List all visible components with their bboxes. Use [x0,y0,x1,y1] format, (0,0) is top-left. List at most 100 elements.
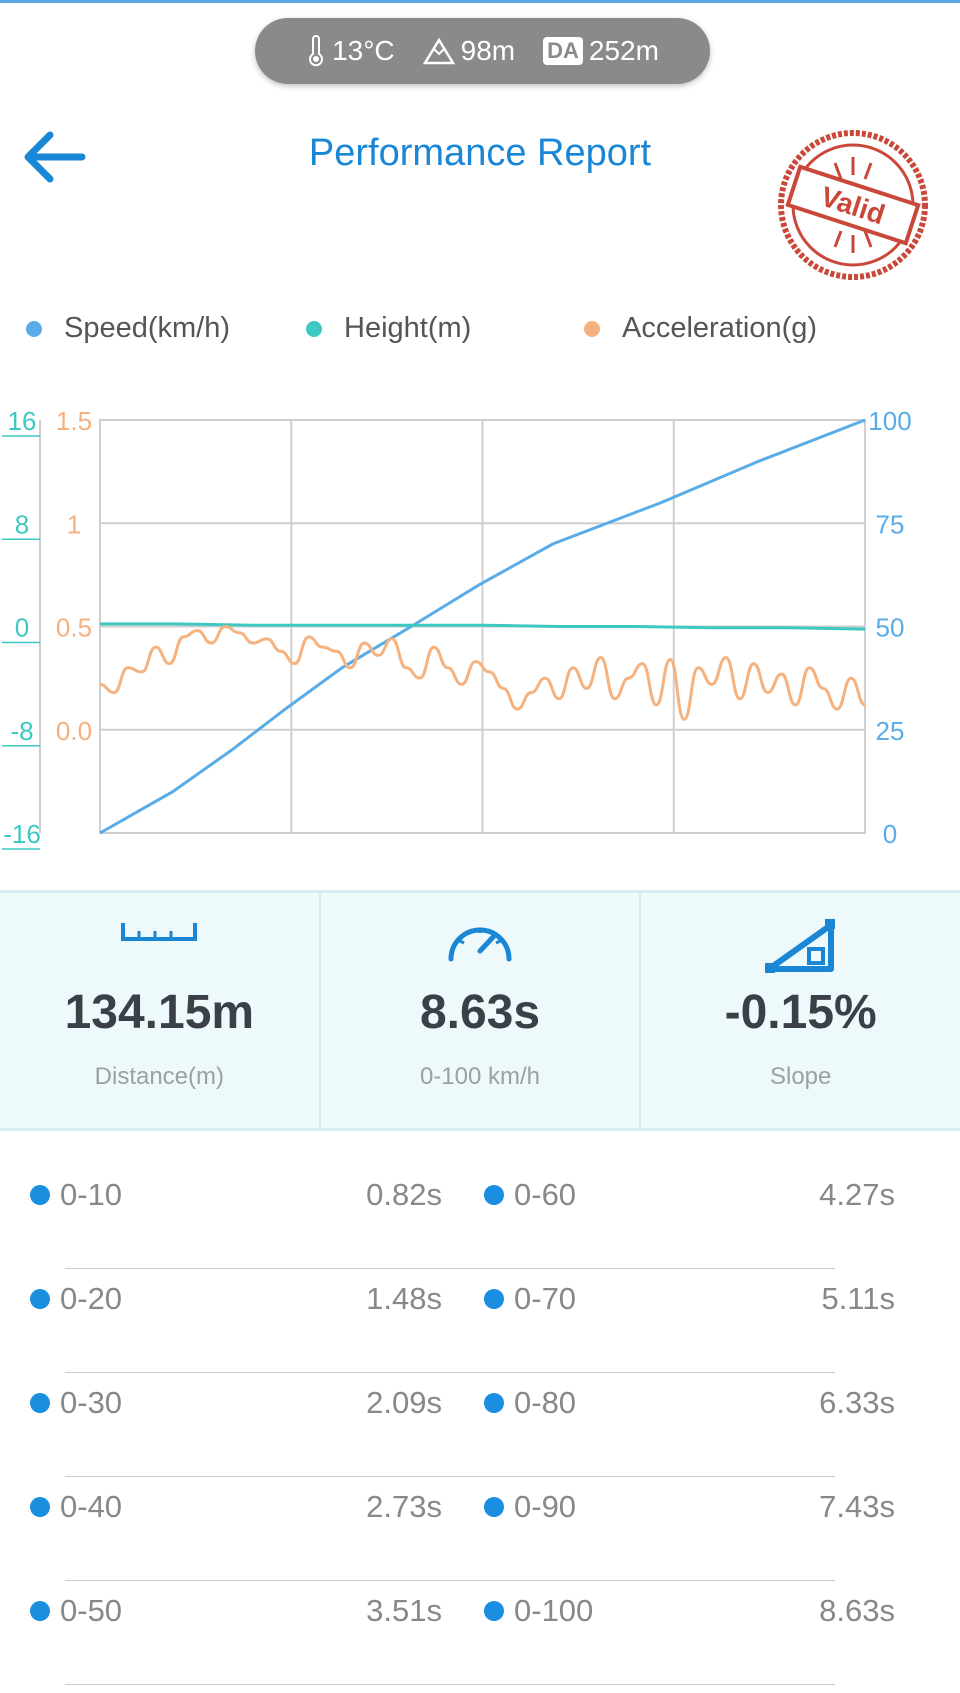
split-left: 0-50 [30,1576,122,1646]
split-row: 0-30 2.09s 0-80 6.33s [0,1368,960,1477]
stat-distance: 134.15m Distance(m) [0,893,319,1128]
split-time: 8.63s [819,1593,895,1628]
split-label: 0-70 [514,1281,577,1316]
temperature-value: 13°C [332,35,395,66]
split-right: 0-80 [484,1368,576,1438]
split-label: 0-60 [514,1177,577,1212]
bullet-dot [30,1289,50,1309]
split-time: 4.27s [819,1177,895,1212]
height-series-line [100,622,866,631]
split-time: 6.33s [819,1385,895,1420]
bullet-dot [30,1497,50,1517]
split-time: 1.48s [366,1281,442,1316]
split-label: 0-50 [60,1593,123,1628]
row-divider [65,1580,835,1581]
altitude-value: 98m [460,35,516,66]
mountain-icon [422,37,455,65]
bullet-dot [30,1393,50,1413]
density-altitude-item: DA 252m [543,35,659,67]
split-left: 0-20 [30,1264,122,1334]
tick-label-speed: 75 [876,509,905,539]
speedometer-icon [448,927,512,962]
density-altitude-value: 252m [588,35,659,66]
thermometer-icon [309,35,324,67]
split-right: 0-100 [484,1576,593,1646]
split-right: 0-70 [484,1264,576,1334]
split-label: 0-20 [60,1281,123,1316]
tick-label-height: -16 [3,819,41,849]
legend-label: Speed(km/h) [64,312,231,344]
split-right: 0-60 [484,1160,576,1230]
tick-label-speed: 25 [876,716,905,746]
split-label: 0-90 [514,1489,577,1524]
legend-item-speed[interactable]: Speed(km/h) [26,312,230,345]
split-label: 0-10 [60,1177,123,1212]
acceleration-series-line [99,624,866,721]
split-label: 0-80 [514,1385,577,1420]
altitude-item: 98m [422,35,516,67]
row-divider [65,1476,835,1477]
zero-to-hundred-label: 0-100 km/h [419,1063,541,1090]
tick-label-acceleration: 1.5 [56,406,92,436]
split-right: 0-90 [484,1472,576,1542]
bullet-dot [484,1497,504,1517]
legend-dot [584,320,600,337]
bullet-dot [484,1289,504,1309]
bullet-dot [30,1601,50,1621]
split-row: 0-10 0.82s 0-60 4.27s [0,1160,960,1269]
split-left: 0-40 [30,1472,122,1542]
row-divider [65,1268,835,1269]
legend-item-acceleration[interactable]: Acceleration(g) [584,312,817,345]
tick-label-acceleration: 0.0 [56,716,92,746]
split-label: 0-30 [60,1385,123,1420]
legend-label: Height(m) [344,312,472,344]
row-divider [65,1684,835,1685]
distance-value: 134.15m [64,986,255,1039]
split-time: 7.43s [819,1489,895,1524]
row-divider [65,1372,835,1373]
split-row: 0-20 1.48s 0-70 5.11s [0,1264,960,1373]
split-left: 0-10 [30,1160,122,1230]
ruler-icon [121,923,198,941]
bullet-dot [484,1601,504,1621]
bullet-dot [484,1185,504,1205]
temperature-item: 13°C [306,35,395,67]
split-left: 0-30 [30,1368,122,1438]
legend-dot [306,320,322,337]
legend-label: Acceleration(g) [622,312,818,344]
page-title: Performance Report [308,132,652,174]
slope-icon [764,919,835,973]
split-time: 3.51s [366,1593,442,1628]
tick-label-height: 8 [15,509,29,539]
tick-label-height: -8 [10,716,33,746]
split-time: 5.11s [821,1281,895,1316]
density-altitude-badge: DA [543,37,583,65]
back-arrow-icon[interactable] [20,125,90,190]
stats-panel: 134.15m Distance(m) 8.63s 0-100 km/h -0.… [0,890,960,1131]
tick-label-speed: 100 [868,406,911,436]
legend-item-height[interactable]: Height(m) [306,312,471,345]
split-label: 0-100 [514,1593,594,1628]
stat-slope: -0.15% Slope [639,893,960,1128]
tick-label-speed: 0 [883,819,897,849]
chart-legend: Speed(km/h) Height(m) Acceleration(g) [0,312,960,352]
split-time: 2.73s [366,1489,442,1524]
split-row: 0-40 2.73s 0-90 7.43s [0,1472,960,1581]
split-label: 0-40 [60,1489,123,1524]
valid-stamp: Valid [778,130,928,280]
split-time: 2.09s [366,1385,442,1420]
split-row: 0-50 3.51s 0-100 8.63s [0,1576,960,1685]
tick-label-speed: 50 [876,613,905,643]
legend-dot [26,320,42,337]
tick-label-height: 16 [8,406,37,436]
tick-label-acceleration: 1 [67,509,81,539]
tick-label-height: 0 [15,613,29,643]
split-time: 0.82s [366,1177,442,1212]
stat-zero-to-hundred: 8.63s 0-100 km/h [318,893,640,1128]
zero-to-hundred-value: 8.63s [419,986,541,1039]
conditions-pill: 13°C 98m DA 252m [255,18,710,84]
bullet-dot [30,1185,50,1205]
slope-label: Slope [769,1063,832,1090]
performance-chart: 16 8 0 -8 -16 1.5 1 0.5 0.0 100 75 50 25 0 [2,406,912,850]
tick-label-acceleration: 0.5 [56,613,92,643]
